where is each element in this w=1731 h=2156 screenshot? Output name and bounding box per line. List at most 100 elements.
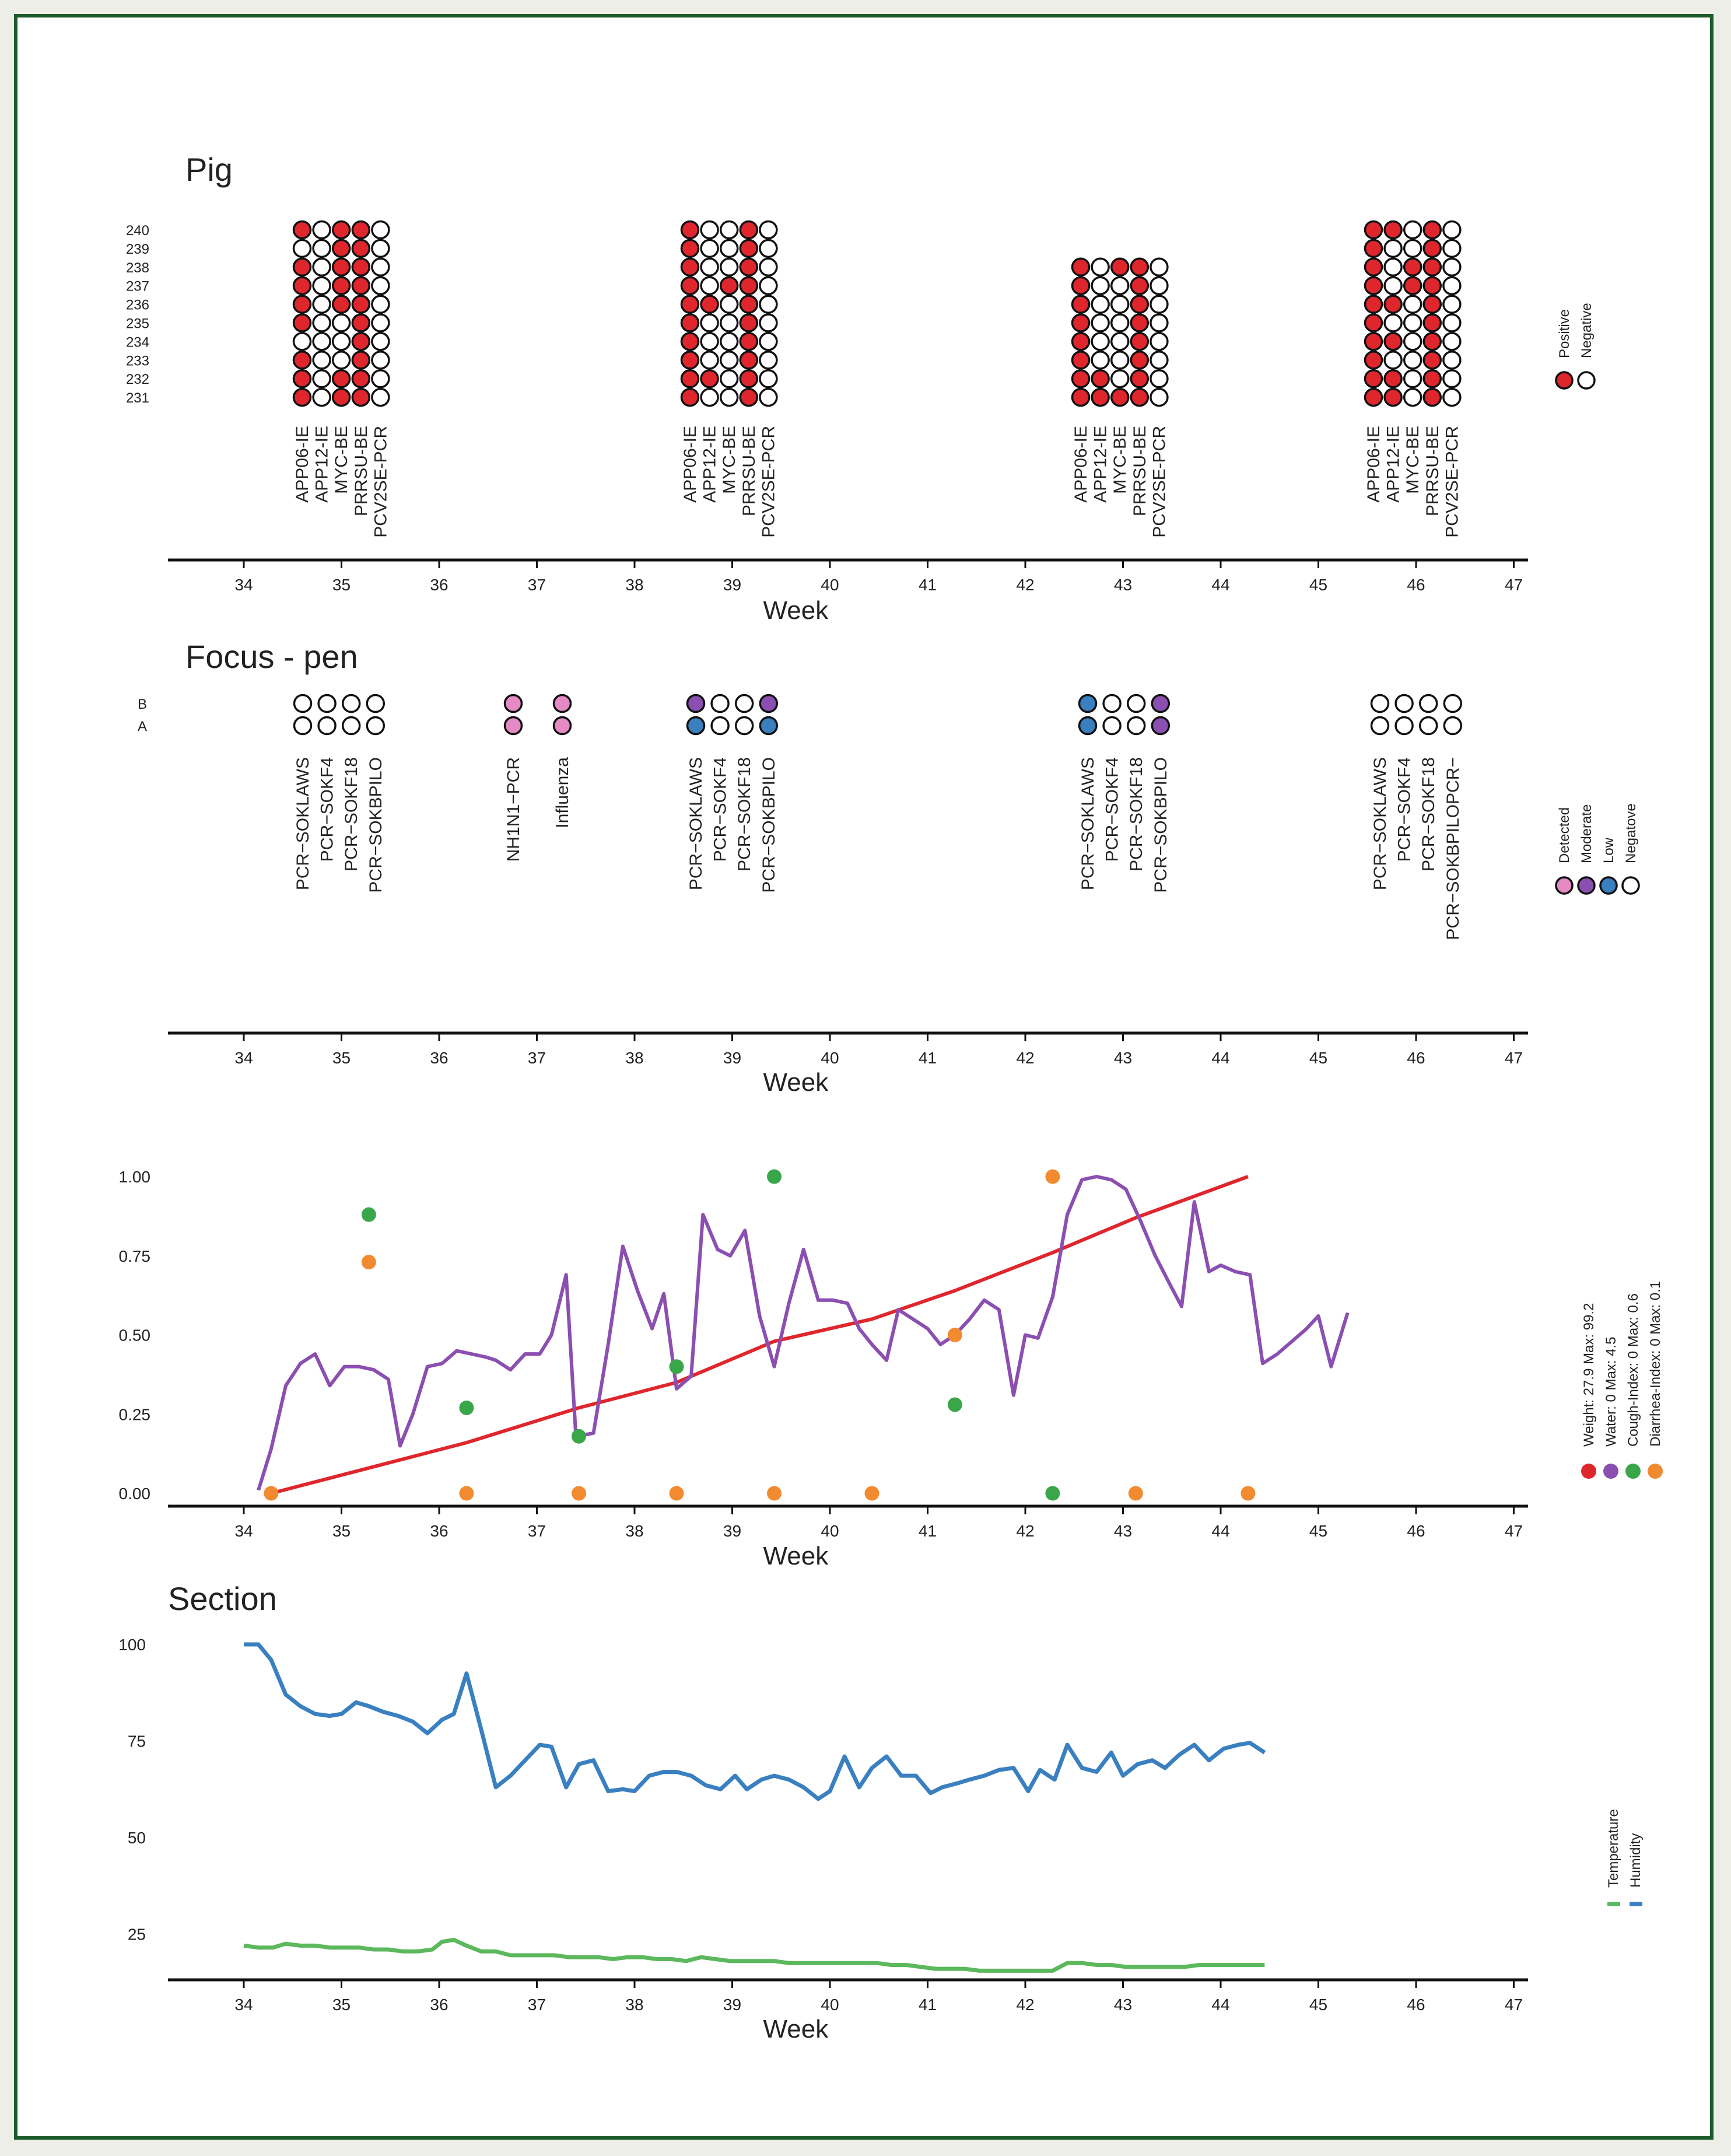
status-dot-negatove (710, 694, 730, 713)
negative-dot (719, 351, 739, 370)
negative-dot (700, 276, 719, 295)
positive-dot (1071, 257, 1091, 277)
status-dot-negatove (1394, 716, 1414, 736)
negative-dot (719, 239, 739, 258)
negative-dot (1403, 387, 1422, 407)
negative-dot (1150, 295, 1169, 314)
x-tick-label: 45 (1309, 1522, 1327, 1540)
positive-dot (680, 351, 700, 370)
x-tick-label: 44 (1211, 576, 1229, 594)
negative-dot (759, 220, 778, 240)
test-label: PRRSU-BE (1130, 426, 1150, 516)
positive-dot (1130, 387, 1150, 407)
diarrhea-index-point (572, 1486, 587, 1501)
x-tick-label: 35 (332, 576, 351, 594)
x-axis-title: Week (763, 1068, 829, 1097)
negative-dot (719, 387, 739, 407)
status-dot-negatove (341, 694, 361, 713)
positive-dot (680, 257, 700, 277)
temperature-line (243, 1937, 1265, 1973)
negative-dot (331, 313, 351, 332)
negative-dot (1442, 313, 1462, 332)
x-tick-label: 40 (821, 576, 839, 594)
legend-swatch (1648, 1464, 1663, 1479)
x-tick-label: 42 (1016, 1996, 1034, 2014)
positive-dot (1071, 276, 1091, 295)
positive-dot (1422, 387, 1442, 407)
legend-swatch (1599, 876, 1618, 895)
test-label: PCR−SOKF4 (318, 757, 337, 862)
status-dot-negatove (1370, 716, 1390, 736)
x-tick-label: 42 (1016, 1049, 1034, 1067)
negative-dot (312, 387, 331, 407)
positive-dot (680, 332, 700, 351)
y-tick-label: 1.00 (119, 1168, 151, 1186)
positive-dot (1422, 276, 1442, 295)
negative-dot (312, 239, 331, 258)
negative-dot (1091, 351, 1110, 370)
test-label: PCR−SOKLAWS (1371, 757, 1390, 890)
diarrhea-index-point (767, 1486, 782, 1501)
legend-negative-swatch (1577, 371, 1596, 390)
negative-dot (292, 332, 312, 351)
status-dot-negatove (293, 694, 313, 713)
test-label: PCR−SOKF4 (1103, 757, 1122, 862)
positive-dot (351, 220, 371, 240)
positive-dot (739, 276, 759, 295)
x-tick-label: 35 (332, 1996, 351, 2014)
positive-dot (1130, 351, 1150, 370)
x-tick-label: 40 (821, 1996, 839, 2014)
x-tick-label: 34 (234, 1996, 253, 2014)
x-tick-label: 40 (821, 1522, 839, 1540)
positive-dot (1364, 239, 1383, 258)
status-dot-moderate (759, 694, 779, 713)
positive-dot (680, 369, 700, 388)
status-dot-negatove (1126, 694, 1146, 713)
status-dot-moderate (686, 694, 706, 713)
positive-dot (1364, 313, 1383, 332)
legend-label: Water: 0 Max: 4.5 (1603, 1336, 1619, 1447)
row-label: 236 (126, 298, 149, 313)
positive-dot (292, 295, 312, 314)
x-tick-label: 37 (528, 1522, 546, 1540)
x-tick-label: 43 (1114, 576, 1132, 594)
positive-dot (1422, 295, 1442, 314)
positive-dot (680, 295, 700, 314)
legend-swatch (1577, 876, 1596, 895)
negative-dot (759, 351, 778, 370)
x-tick-label: 34 (234, 1522, 253, 1540)
negative-dot (1383, 351, 1403, 370)
negative-dot (1091, 257, 1110, 277)
positive-dot (351, 295, 371, 314)
cough-index-point (767, 1169, 782, 1184)
negative-dot (292, 239, 312, 258)
positive-dot (1364, 369, 1383, 388)
positive-dot (1422, 220, 1442, 240)
row-label: A (138, 719, 147, 734)
positive-dot (292, 220, 312, 240)
negative-dot (1110, 351, 1130, 370)
negative-dot (1403, 313, 1422, 332)
y-tick-label: 0.00 (119, 1485, 151, 1503)
positive-dot (1383, 387, 1403, 407)
negative-dot (1442, 387, 1462, 407)
status-dot-negatove (1418, 694, 1438, 713)
status-dot-detected (552, 694, 572, 713)
x-tick-label: 45 (1309, 576, 1327, 594)
negative-dot (1091, 332, 1110, 351)
positive-dot (292, 387, 312, 407)
positive-dot (1383, 220, 1403, 240)
negative-dot (1442, 276, 1462, 295)
positive-dot (351, 387, 371, 407)
legend-swatch (1555, 876, 1574, 895)
negative-dot (371, 257, 390, 277)
x-tick-label: 45 (1309, 1049, 1327, 1067)
x-tick-label: 37 (528, 576, 546, 594)
test-label: PRRSU-BE (352, 426, 371, 516)
test-label: PRRSU-BE (1423, 426, 1442, 516)
figure-svg: Pig 240 239 238 237 236 235 234 233 232 231 APP06-I… (118, 151, 1663, 2043)
status-dot-negatove (1126, 716, 1146, 736)
legend-label: Negatove (1623, 803, 1639, 863)
negative-dot (759, 257, 778, 277)
test-label: PCR−SOKBPILO (759, 757, 779, 893)
